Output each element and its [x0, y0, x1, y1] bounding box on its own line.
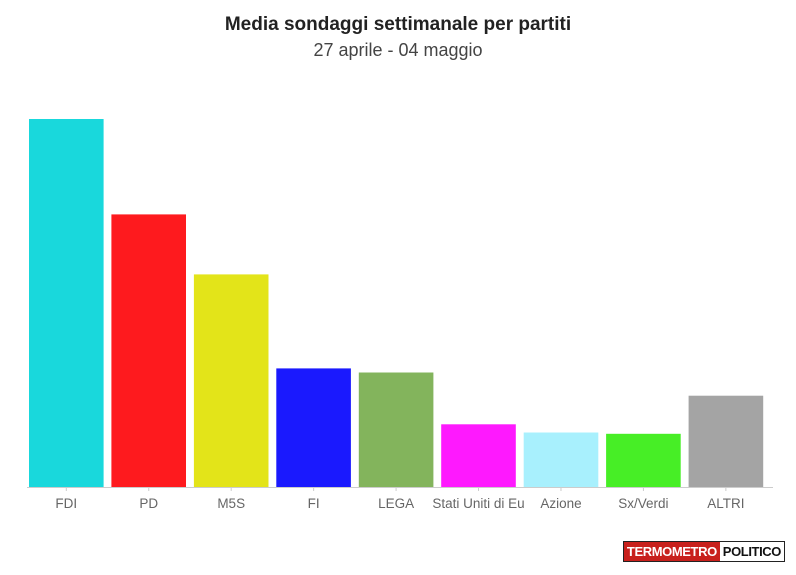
chart-title: Media sondaggi settimanale per partiti — [224, 14, 572, 35]
x-tick-label: LEGA — [378, 496, 414, 511]
x-tick-label: M5S — [217, 496, 245, 511]
bar-stati-uniti-di-eu — [441, 424, 516, 487]
logo-part-1: TERMOMETRO — [623, 542, 720, 561]
bar-m5s — [193, 274, 269, 487]
logo-part-2: POLITICO — [719, 542, 784, 561]
x-tick-label: Azione — [540, 496, 581, 511]
x-tick-label: FDI — [55, 496, 77, 511]
bar-sx-verdi — [606, 433, 681, 487]
x-tick-label: ALTRI — [707, 496, 744, 511]
chart-subtitle: 27 aprile - 04 maggio — [313, 40, 483, 60]
x-tick-label: Stati Uniti di Eu — [432, 496, 524, 511]
bar-pd — [111, 214, 186, 487]
x-tick-label: FI — [308, 496, 320, 511]
x-tick-label: Sx/Verdi — [618, 496, 668, 511]
bar-altri — [688, 395, 764, 487]
termometro-politico-logo: TERMOMETRO POLITICO — [622, 541, 785, 562]
bar-lega — [358, 372, 434, 487]
bar-fi — [276, 368, 351, 487]
x-tick-label: PD — [139, 496, 158, 511]
bar-fdi — [29, 119, 104, 487]
bar-azione — [523, 432, 599, 487]
